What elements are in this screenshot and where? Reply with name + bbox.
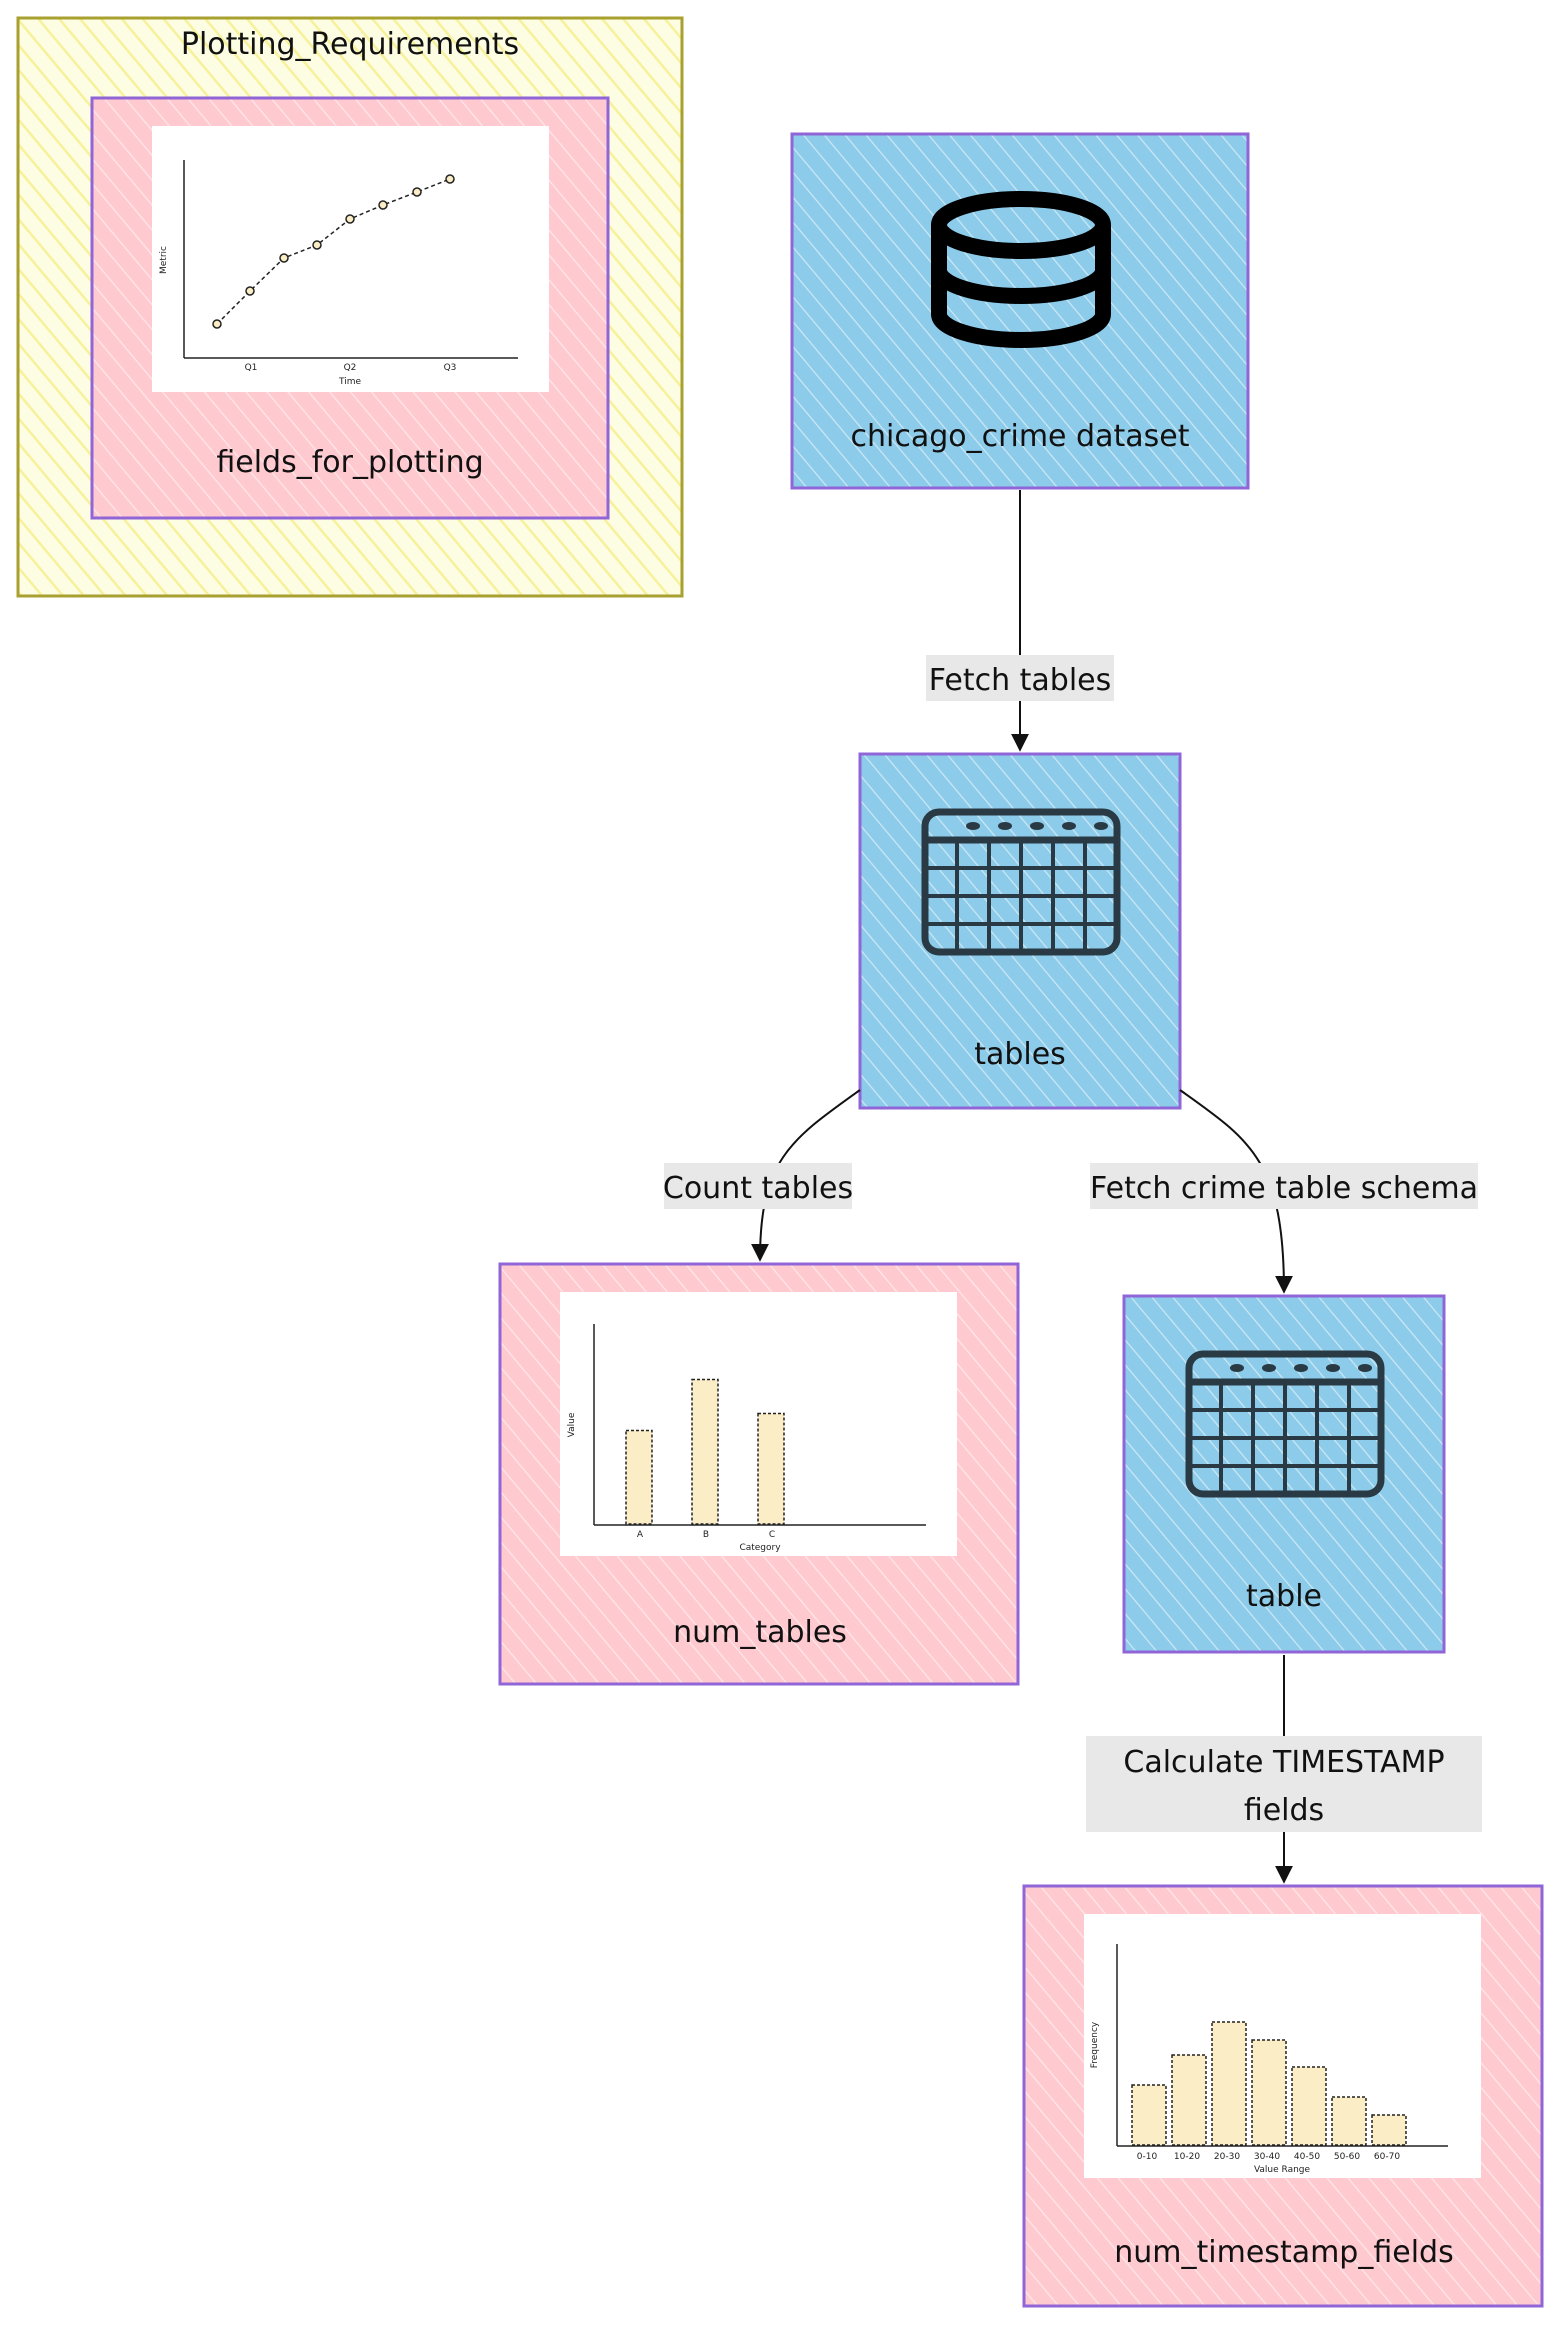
- thumbnail-bar: [1371, 2114, 1407, 2146]
- bar-chart-tick-c: C: [769, 1530, 775, 1540]
- histogram-tick: 60-70: [1374, 2152, 1400, 2162]
- histogram-icon: 0-10 10-20 20-30 30-40 40-50 50-60 60-70…: [1084, 1914, 1481, 2178]
- histogram-tick: 50-60: [1334, 2152, 1360, 2162]
- edge-label: Fetch tables: [929, 663, 1112, 698]
- bar-chart-ylabel: Value: [567, 1412, 577, 1437]
- thumbnail-bar: [1211, 2021, 1247, 2146]
- bar-chart-tick-b: B: [703, 1530, 709, 1540]
- node-label: chicago_crime dataset: [851, 419, 1190, 454]
- thumbnail-bar: [1251, 2039, 1287, 2146]
- histogram-bars: [1131, 2021, 1407, 2146]
- node-label: num_tables: [673, 1615, 847, 1650]
- line-chart-tick-q2: Q2: [344, 363, 357, 373]
- edge-count-tables: Count tables: [663, 1089, 861, 1262]
- edge-label: Count tables: [663, 1171, 853, 1206]
- bar-chart-xlabel: Category: [739, 1543, 781, 1553]
- node-fields-for-plotting[interactable]: Q1 Q2 Q3 Time Metric fields_for_plotting: [90, 96, 610, 520]
- thumbnail-bar: [691, 1378, 719, 1525]
- thumbnail-bar: [1291, 2066, 1327, 2146]
- node-label: fields_for_plotting: [216, 445, 483, 480]
- histogram-xlabel: Value Range: [1254, 2165, 1311, 2175]
- histogram-tick: 0-10: [1137, 2152, 1158, 2162]
- table-icon: [921, 808, 1121, 956]
- edge-calculate-timestamp-fields: Calculate TIMESTAMP fields: [1086, 1655, 1482, 1884]
- thumbnail-bar: [625, 1429, 653, 1525]
- edge-fetch-tables: Fetch tables: [926, 490, 1114, 752]
- edge-label: Fetch crime table schema: [1090, 1171, 1478, 1206]
- node-num-tables[interactable]: A B C Category Value num_tables: [498, 1262, 1020, 1686]
- edge-label-line2: fields: [1244, 1793, 1324, 1828]
- line-chart-icon: Q1 Q2 Q3 Time Metric: [152, 126, 549, 392]
- database-icon: [931, 191, 1111, 348]
- bar-chart-bars: [625, 1378, 785, 1525]
- bar-chart-icon: A B C Category Value: [560, 1292, 957, 1556]
- thumbnail-bar: [757, 1412, 785, 1525]
- bar-chart-tick-a: A: [637, 1530, 644, 1540]
- node-label: tables: [974, 1037, 1066, 1072]
- line-chart-tick-q1: Q1: [245, 363, 258, 373]
- line-chart-tick-q3: Q3: [444, 363, 457, 373]
- histogram-tick: 30-40: [1254, 2152, 1280, 2162]
- edge-label-line1: Calculate TIMESTAMP: [1123, 1745, 1444, 1780]
- histogram-tick: 10-20: [1174, 2152, 1200, 2162]
- thumbnail-bar: [1331, 2096, 1367, 2146]
- table-icon: [1185, 1350, 1385, 1498]
- node-num-timestamp-fields[interactable]: 0-10 10-20 20-30 30-40 40-50 50-60 60-70…: [1022, 1884, 1544, 2308]
- thumbnail-bar: [1171, 2054, 1207, 2146]
- node-chicago-crime-dataset[interactable]: chicago_crime dataset: [790, 132, 1250, 490]
- histogram-ylabel: Frequency: [1090, 2021, 1100, 2068]
- histogram-tick: 20-30: [1214, 2152, 1240, 2162]
- node-label: table: [1246, 1579, 1322, 1614]
- node-label: num_timestamp_fields: [1114, 2235, 1453, 2270]
- line-chart-ylabel: Metric: [159, 246, 169, 274]
- group-title: Plotting_Requirements: [181, 27, 519, 62]
- node-table[interactable]: table: [1122, 1294, 1446, 1654]
- edge-fetch-crime-table-schema: Fetch crime table schema: [1090, 1089, 1478, 1294]
- line-chart-xlabel: Time: [338, 377, 361, 387]
- node-tables[interactable]: tables: [858, 752, 1182, 1110]
- histogram-tick: 40-50: [1294, 2152, 1320, 2162]
- thumbnail-bar: [1131, 2084, 1167, 2146]
